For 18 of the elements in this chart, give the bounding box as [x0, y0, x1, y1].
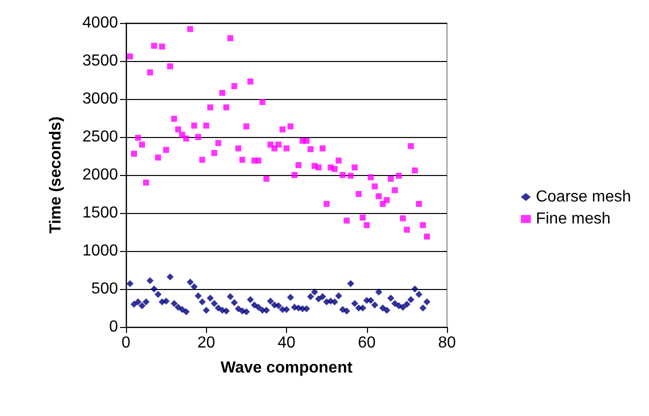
- y-tick-label: 1000: [82, 242, 118, 260]
- y-tick-label: 3000: [82, 90, 118, 108]
- y-tick-label: 500: [91, 280, 118, 298]
- y-tick-label: 2000: [82, 166, 118, 184]
- x-axis-title: Wave component: [220, 360, 354, 376]
- y-tick-label: 0: [109, 318, 118, 336]
- x-tick-label: 0: [122, 334, 131, 352]
- y-tick-label: 4000: [82, 14, 118, 32]
- x-tick-label: 40: [278, 334, 296, 352]
- y-tick-label: 1500: [82, 204, 118, 222]
- y-axis-title: Time (seconds): [48, 116, 64, 234]
- x-tick-label: 20: [197, 334, 216, 352]
- x-tick-label: 80: [438, 334, 456, 352]
- x-tick-label: 60: [358, 334, 376, 352]
- legend-label: Fine mesh: [536, 210, 611, 228]
- legend-label: Coarse mesh: [536, 188, 632, 206]
- y-tick-label: 2500: [82, 128, 118, 146]
- y-tick-label: 3500: [82, 52, 118, 70]
